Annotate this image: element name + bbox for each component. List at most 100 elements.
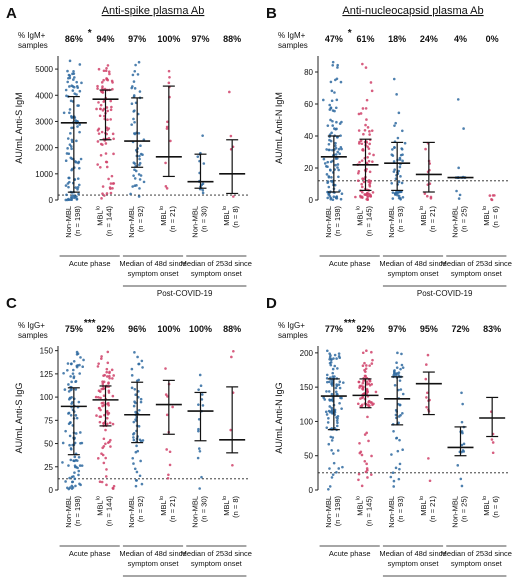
data-point xyxy=(130,367,134,371)
data-point xyxy=(66,80,69,84)
data-point xyxy=(69,388,73,392)
data-point xyxy=(456,464,460,467)
data-point xyxy=(371,160,374,163)
data-point xyxy=(76,364,79,367)
category-n: (n = 21) xyxy=(168,206,177,233)
data-point xyxy=(76,125,79,128)
data-point xyxy=(74,484,77,488)
data-point xyxy=(79,483,82,487)
data-point xyxy=(390,453,393,456)
data-point xyxy=(337,147,341,151)
percent-positive-value: 83% xyxy=(483,324,501,334)
data-point xyxy=(81,365,85,368)
data-point xyxy=(64,429,67,433)
data-point xyxy=(66,137,70,140)
percent-positive-value: 97% xyxy=(388,324,406,334)
chart-title: Anti-nucleocapsid plasma Ab xyxy=(342,5,483,17)
data-point xyxy=(110,174,114,178)
data-point xyxy=(139,459,142,463)
data-point xyxy=(130,374,134,377)
data-point xyxy=(100,355,103,358)
data-point xyxy=(79,157,83,161)
data-point xyxy=(106,402,109,406)
data-point xyxy=(78,123,81,126)
percent-positive-value: 100% xyxy=(189,324,212,334)
data-point xyxy=(137,60,141,64)
data-point xyxy=(491,451,495,455)
data-point xyxy=(372,153,375,157)
percent-positive-value: 86% xyxy=(65,34,83,44)
data-point xyxy=(76,186,80,189)
data-point xyxy=(138,154,141,158)
data-point xyxy=(337,355,341,358)
data-point xyxy=(132,420,136,424)
data-point xyxy=(354,195,357,199)
data-point xyxy=(337,467,341,470)
y-axis-label: AU/mL Anti-S IgM xyxy=(14,92,24,163)
data-point xyxy=(396,193,399,197)
data-point xyxy=(322,157,326,161)
data-point xyxy=(356,179,360,183)
data-point xyxy=(111,87,114,91)
y-tick-label: 150 xyxy=(40,347,54,356)
data-point xyxy=(398,467,401,471)
data-point xyxy=(322,98,325,102)
data-point xyxy=(358,140,361,144)
data-point xyxy=(111,394,115,398)
data-point xyxy=(366,126,370,129)
group-label: Median of 48d since xyxy=(119,549,186,558)
data-point xyxy=(75,353,79,356)
y-tick-label: 3000 xyxy=(35,117,53,126)
data-point xyxy=(394,372,398,375)
data-point xyxy=(103,194,106,197)
data-point xyxy=(138,178,142,181)
data-point xyxy=(199,384,203,388)
data-point xyxy=(366,194,370,198)
data-point xyxy=(132,80,136,83)
data-point xyxy=(169,139,172,143)
data-point xyxy=(367,147,371,150)
data-point xyxy=(102,107,106,111)
data-point xyxy=(108,374,111,378)
data-point xyxy=(102,461,106,465)
data-point xyxy=(336,421,339,425)
data-point xyxy=(69,375,72,378)
y-tick-label: 50 xyxy=(304,452,313,461)
data-point xyxy=(324,410,328,414)
data-point xyxy=(396,136,400,140)
data-point xyxy=(68,74,72,78)
data-point xyxy=(366,415,369,419)
data-point xyxy=(336,150,340,154)
data-point xyxy=(71,89,75,92)
data-point xyxy=(335,419,339,422)
data-point xyxy=(370,473,373,476)
data-point xyxy=(330,392,334,396)
y-tick-label: 0 xyxy=(309,486,314,495)
data-point xyxy=(77,473,80,477)
data-point xyxy=(372,402,375,406)
data-point xyxy=(330,448,333,452)
group-label: symptom onset xyxy=(191,269,243,278)
group-label: symptom onset xyxy=(388,269,440,278)
data-point xyxy=(68,111,71,115)
data-point xyxy=(329,197,333,201)
data-point xyxy=(365,118,368,121)
data-point xyxy=(111,182,115,185)
data-point xyxy=(394,466,398,470)
percent-positive-label: % IgG+ xyxy=(278,321,305,330)
data-point xyxy=(389,475,393,479)
data-point xyxy=(370,129,374,132)
data-point xyxy=(390,182,394,185)
percent-positive-value: 75% xyxy=(65,324,83,334)
data-point xyxy=(107,127,111,130)
data-point xyxy=(491,441,495,444)
data-point xyxy=(461,402,464,406)
data-point xyxy=(335,195,338,199)
data-point xyxy=(196,155,200,158)
data-point xyxy=(75,197,79,201)
data-point xyxy=(104,428,107,432)
category-label: Non-MBL (n = 25) xyxy=(451,206,469,238)
data-point xyxy=(101,85,104,88)
category-label: MBLlo (n = 144) xyxy=(96,496,114,527)
category-name: Non-MBL xyxy=(324,206,333,238)
